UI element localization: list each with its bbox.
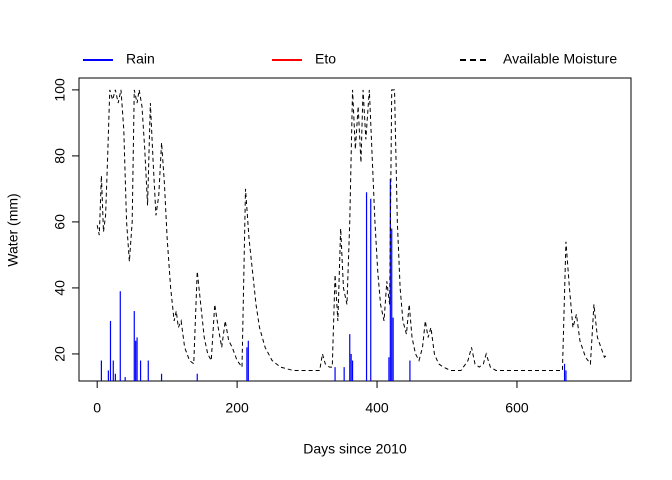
y-tick-label: 100 bbox=[52, 78, 68, 102]
y-tick-label: 20 bbox=[52, 346, 68, 362]
plot-box bbox=[78, 77, 632, 382]
legend-label: Rain bbox=[126, 51, 155, 67]
y-tick-label: 60 bbox=[52, 214, 68, 230]
x-tick-label: 200 bbox=[225, 400, 249, 416]
x-tick-label: 0 bbox=[93, 400, 101, 416]
x-tick-label: 400 bbox=[365, 400, 389, 416]
series-line bbox=[96, 89, 609, 371]
x-axis-label: Days since 2010 bbox=[303, 441, 407, 457]
x-tick-label: 600 bbox=[505, 400, 529, 416]
y-tick-label: 80 bbox=[52, 148, 68, 164]
plot-area bbox=[96, 89, 609, 381]
legend-label: Eto bbox=[315, 51, 336, 67]
y-axis-label: Water (mm) bbox=[5, 193, 21, 266]
legend-label: Available Moisture bbox=[503, 51, 617, 67]
y-tick-label: 40 bbox=[52, 280, 68, 296]
